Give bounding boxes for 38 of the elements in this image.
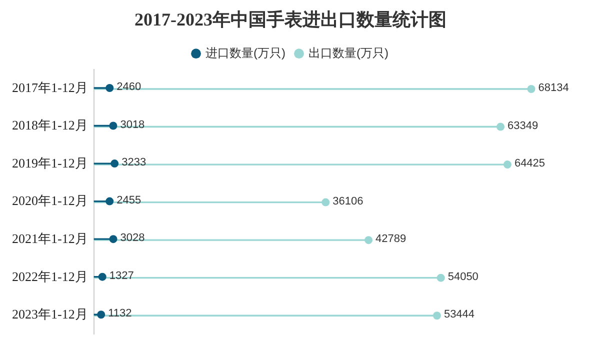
y-tick-label: 2021年1-12月 <box>12 230 88 246</box>
data-label: 1132 <box>108 308 132 320</box>
y-tick-label: 2020年1-12月 <box>12 193 88 208</box>
point <box>436 274 445 282</box>
data-label: 68134 <box>538 82 569 94</box>
legend-label: 出口数量(万只) <box>308 46 388 60</box>
data-label: 64425 <box>514 158 546 170</box>
data-label: 3233 <box>122 156 146 169</box>
point <box>110 160 119 168</box>
data-label: 3028 <box>120 232 145 244</box>
point <box>98 272 106 281</box>
y-tick-label: 2023年1-12月 <box>12 306 88 322</box>
point <box>109 235 118 244</box>
data-label: 3018 <box>120 118 145 131</box>
point <box>106 197 114 206</box>
chart-title: 2017-2023年中国手表进出口数量统计图 <box>134 9 446 30</box>
data-label: 36106 <box>332 195 364 208</box>
y-tick-label: 2017年1-12月 <box>12 80 88 95</box>
point <box>496 122 505 131</box>
legend-label: 进口数量(万只) <box>206 46 286 60</box>
point <box>503 160 512 169</box>
point <box>106 84 114 92</box>
data-label: 54050 <box>448 270 478 283</box>
point <box>322 198 330 206</box>
y-tick-label: 2022年1-12月 <box>12 268 88 284</box>
point <box>432 312 441 320</box>
y-tick-label: 2018年1-12月 <box>12 118 88 133</box>
data-label: 2455 <box>116 194 142 206</box>
point <box>97 310 106 319</box>
y-tick-label: 2019年1-12月 <box>12 155 88 170</box>
data-label: 53444 <box>444 308 475 321</box>
data-label: 1327 <box>109 270 134 282</box>
data-label: 2460 <box>116 81 142 94</box>
point <box>109 122 118 130</box>
data-label: 63349 <box>508 120 538 132</box>
point <box>527 84 536 93</box>
data-label: 42789 <box>376 233 406 246</box>
point <box>364 236 373 244</box>
